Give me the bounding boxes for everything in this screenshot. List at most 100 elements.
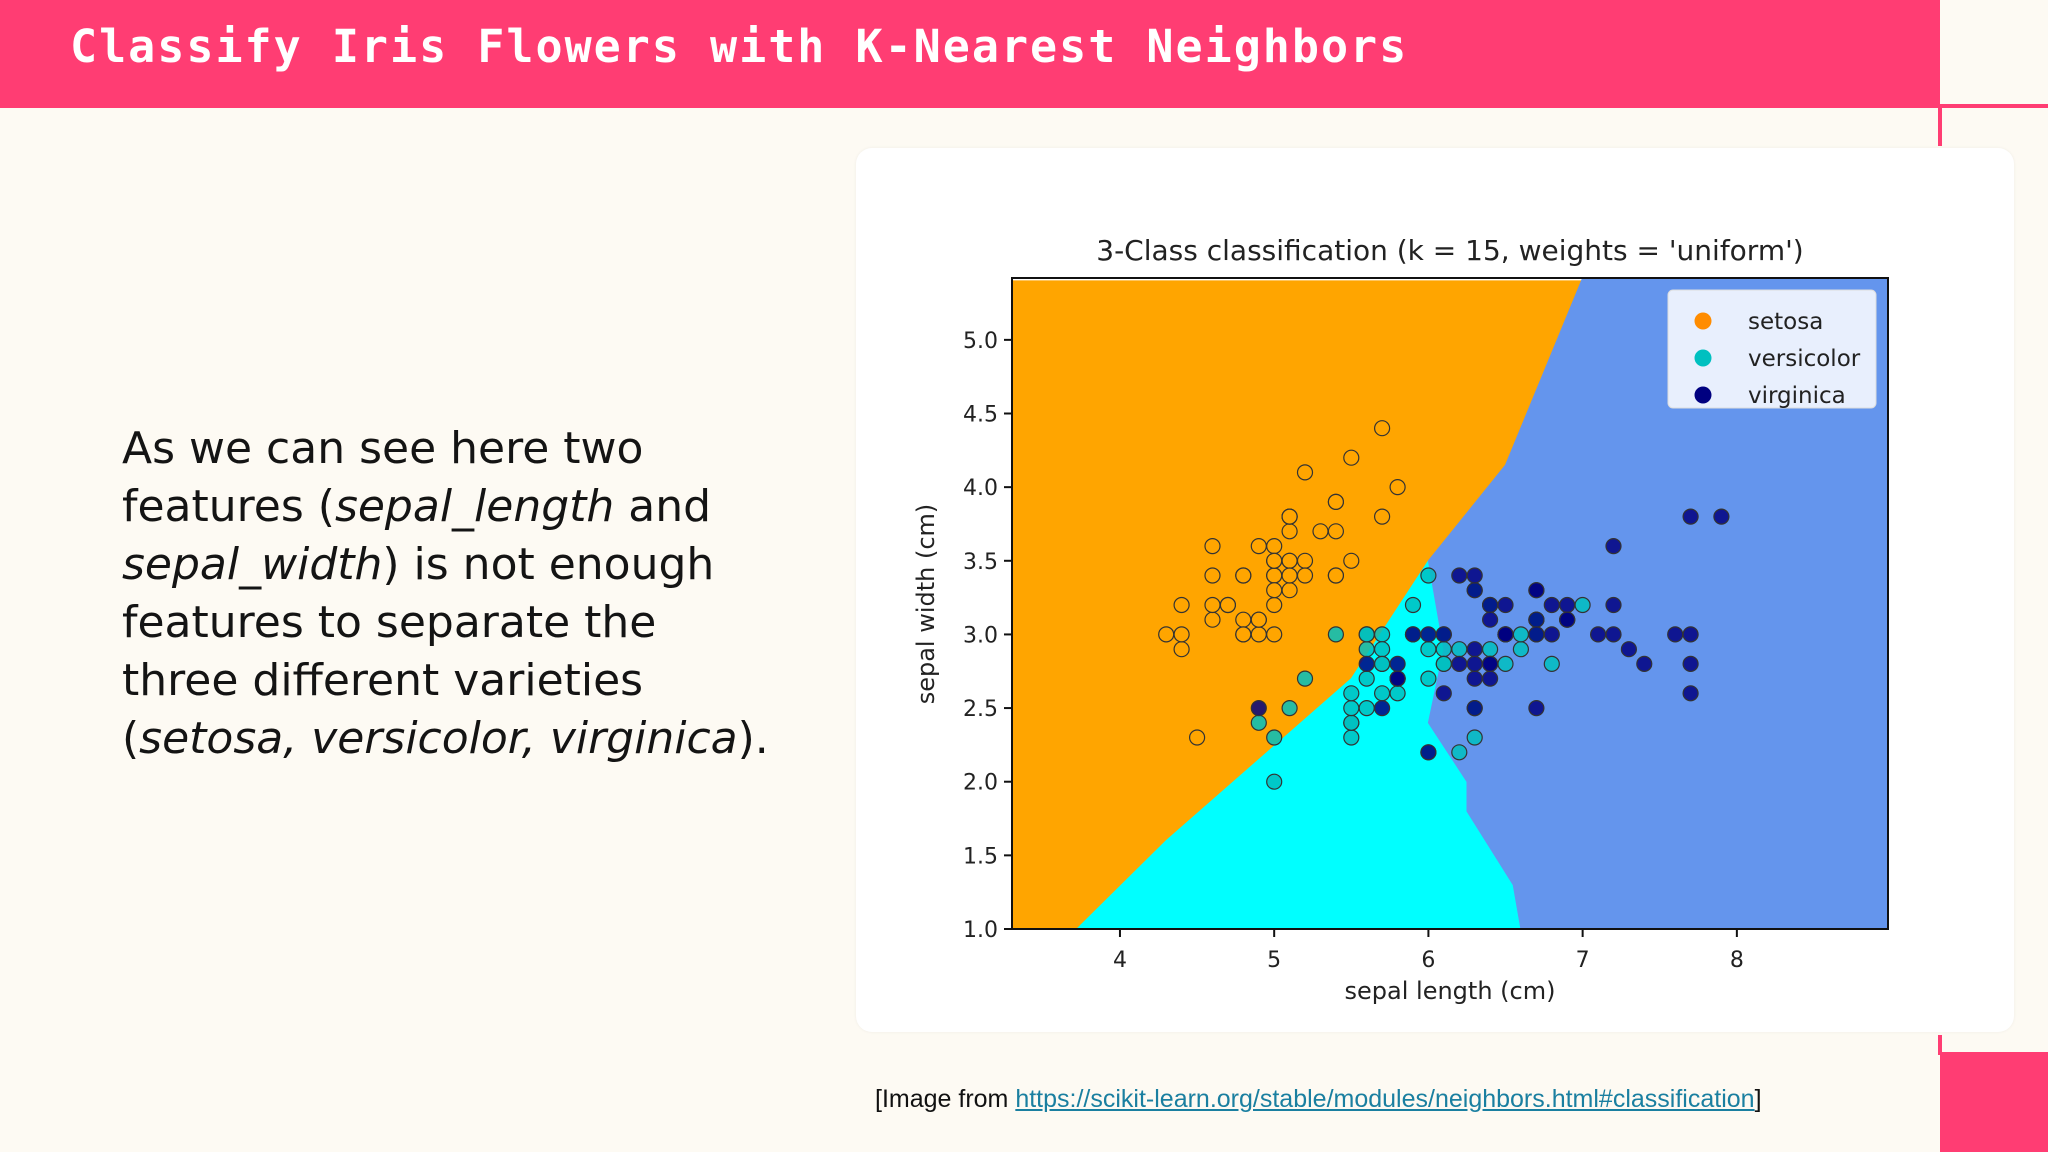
body-text: As we can see here two features (sepal_l… xyxy=(122,420,782,768)
data-point-virginica xyxy=(1481,655,1499,673)
x-axis-label: sepal length (cm) xyxy=(1345,977,1556,1005)
data-point-virginica xyxy=(1497,626,1514,643)
data-point-setosa xyxy=(1250,538,1267,555)
data-point-virginica xyxy=(1435,626,1452,643)
data-point-versicolor xyxy=(1281,699,1298,717)
data-point-virginica xyxy=(1358,655,1375,673)
data-point-setosa xyxy=(1173,596,1190,614)
decision-regions xyxy=(1012,278,1888,929)
data-point-versicolor xyxy=(1574,596,1591,614)
data-point-virginica xyxy=(1682,655,1699,673)
data-point-virginica xyxy=(1636,655,1653,673)
data-point-virginica xyxy=(1682,508,1699,525)
data-point-versicolor xyxy=(1266,773,1283,790)
data-point-virginica xyxy=(1466,655,1483,673)
data-point-setosa xyxy=(1189,729,1206,746)
data-point-versicolor xyxy=(1389,685,1406,702)
legend-label: setosa xyxy=(1748,309,1823,335)
body-text-part: ) is not enough features to separate the… xyxy=(122,539,715,764)
data-point-versicolor xyxy=(1543,655,1560,673)
data-points xyxy=(1158,420,1730,790)
data-point-versicolor xyxy=(1420,641,1437,658)
data-point-versicolor xyxy=(1250,714,1267,731)
data-point-virginica xyxy=(1620,641,1638,658)
data-point-setosa xyxy=(1235,611,1252,628)
data-point-virginica xyxy=(1559,611,1576,628)
data-point-virginica xyxy=(1466,641,1483,658)
data-point-versicolor xyxy=(1343,714,1360,731)
data-point-versicolor xyxy=(1373,626,1391,643)
data-point-versicolor xyxy=(1296,670,1314,687)
data-point-virginica xyxy=(1528,611,1545,628)
data-point-setosa xyxy=(1281,582,1298,599)
data-point-setosa xyxy=(1173,626,1190,643)
body-text-part: As we can see here two features ( xyxy=(122,423,644,532)
data-point-setosa xyxy=(1281,567,1298,584)
y-tick-label: 2.0 xyxy=(963,771,998,796)
data-point-setosa xyxy=(1158,626,1175,643)
data-point-setosa xyxy=(1266,552,1283,569)
data-point-virginica xyxy=(1466,670,1483,687)
data-point-setosa xyxy=(1266,567,1283,584)
decorative-line xyxy=(1938,108,1942,146)
data-point-versicolor xyxy=(1358,670,1375,687)
data-point-versicolor xyxy=(1343,685,1360,702)
chart-title: 3-Class classification (k = 15, weights … xyxy=(1096,234,1803,267)
data-point-virginica xyxy=(1404,626,1422,643)
data-point-virginica xyxy=(1497,596,1514,614)
legend-marker-virginica xyxy=(1694,386,1712,404)
y-tick-label: 4.5 xyxy=(963,403,998,428)
legend-marker-setosa xyxy=(1694,312,1712,330)
body-text-part: setosa, versicolor, virginica xyxy=(139,713,738,764)
data-point-virginica xyxy=(1420,744,1437,761)
data-point-virginica xyxy=(1466,699,1483,717)
knn-decision-boundary-chart: 3-Class classification (k = 15, weights … xyxy=(912,234,1889,1005)
y-tick-label: 5.0 xyxy=(963,329,998,354)
data-point-setosa xyxy=(1343,449,1360,466)
data-point-virginica xyxy=(1481,670,1499,687)
data-point-setosa xyxy=(1266,626,1283,643)
body-text-part: ). xyxy=(737,713,769,764)
data-point-virginica xyxy=(1481,596,1499,614)
x-tick-label: 7 xyxy=(1576,948,1590,973)
slide-title: Classify Iris Flowers with K-Nearest Nei… xyxy=(70,20,1409,73)
data-point-setosa xyxy=(1296,552,1314,569)
body-text-part: and xyxy=(614,481,712,532)
data-point-setosa xyxy=(1373,420,1391,437)
x-tick-label: 6 xyxy=(1421,948,1435,973)
data-point-setosa xyxy=(1250,611,1267,628)
data-point-setosa xyxy=(1327,493,1344,510)
data-point-virginica xyxy=(1682,685,1699,702)
data-point-virginica xyxy=(1667,626,1684,643)
data-point-setosa xyxy=(1373,508,1391,525)
data-point-setosa xyxy=(1296,464,1314,481)
data-point-virginica xyxy=(1543,626,1560,643)
legend-label: virginica xyxy=(1748,383,1846,409)
chart-card: 3-Class classification (k = 15, weights … xyxy=(856,148,2014,1032)
data-point-versicolor xyxy=(1481,641,1499,658)
data-point-setosa xyxy=(1235,626,1252,643)
data-point-versicolor xyxy=(1512,641,1530,658)
y-tick-label: 3.0 xyxy=(963,623,998,648)
data-point-setosa xyxy=(1266,596,1283,614)
y-tick-label: 3.5 xyxy=(963,550,998,575)
data-point-setosa xyxy=(1204,538,1221,555)
data-point-versicolor xyxy=(1420,670,1437,687)
legend-marker-versicolor xyxy=(1694,349,1712,367)
decision-region-virginica xyxy=(1427,278,1888,929)
data-point-setosa xyxy=(1281,508,1298,525)
data-point-virginica xyxy=(1543,596,1560,614)
body-text-part: sepal_length xyxy=(334,481,615,532)
source-link[interactable]: https://scikit-learn.org/stable/modules/… xyxy=(1015,1085,1755,1113)
data-point-versicolor xyxy=(1373,655,1391,673)
data-point-setosa xyxy=(1343,552,1360,569)
data-point-virginica xyxy=(1605,596,1622,614)
data-point-versicolor xyxy=(1497,655,1514,673)
y-tick-label: 2.5 xyxy=(963,697,998,722)
y-tick-label: 4.0 xyxy=(963,476,998,501)
legend-label: versicolor xyxy=(1748,346,1861,372)
data-point-setosa xyxy=(1204,596,1221,614)
data-point-virginica xyxy=(1466,582,1483,599)
data-point-virginica xyxy=(1250,699,1267,717)
data-point-versicolor xyxy=(1327,626,1344,643)
